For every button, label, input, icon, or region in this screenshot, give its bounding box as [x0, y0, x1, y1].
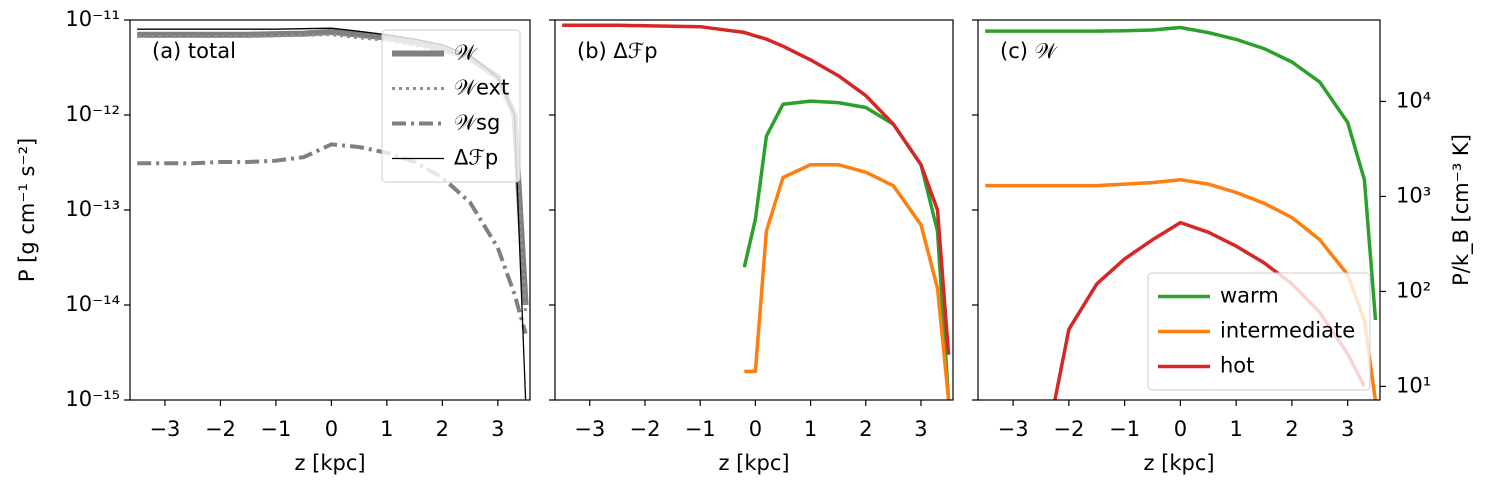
plot-frame — [129, 19, 531, 401]
x-tick-label: 0 — [325, 417, 338, 441]
y-axis-label: P [g cm⁻¹ s⁻²] — [15, 138, 39, 282]
legend-label: hot — [1220, 354, 1254, 378]
x-tick-label: 1 — [380, 417, 393, 441]
legend-label: 𝒲 — [454, 41, 478, 65]
series-line — [742, 99, 951, 400]
y-tick-label: 10⁻¹⁴ — [65, 292, 120, 316]
x-tick-label: −2 — [629, 417, 660, 441]
panel: −3 −2 −1 0 1 2 3 z [kpc] 10¹ 10² 10³ 10⁴ P/k_B [cm⁻³… — [972, 19, 1474, 475]
y-tick-label: 10⁻¹³ — [65, 197, 120, 221]
x-tick-label: 1 — [804, 417, 817, 441]
x-tick-label: −3 — [998, 417, 1029, 441]
x-tick-label: −1 — [260, 417, 291, 441]
series-line — [562, 23, 951, 355]
x-tick-label: 0 — [749, 417, 762, 441]
y-tick-label: 10⁻¹² — [65, 102, 120, 126]
x-tick-label: 3 — [1341, 417, 1354, 441]
series-line — [744, 162, 951, 400]
series-line — [985, 177, 1378, 400]
x-tick-label: 2 — [1285, 417, 1298, 441]
panel-annotation: (b) Δℱp — [577, 39, 658, 63]
x-tick-label: 2 — [436, 417, 449, 441]
y2-tick-label: 10³ — [1396, 183, 1431, 207]
legend-box — [381, 29, 521, 183]
y2-tick-label: 10² — [1396, 278, 1431, 302]
x-tick-label: −3 — [574, 417, 605, 441]
x-axis-label: z [kpc] — [294, 451, 365, 475]
x-tick-label: 3 — [491, 417, 504, 441]
series-line — [137, 142, 528, 335]
x-tick-label: 1 — [1229, 417, 1242, 441]
legend-label: intermediate — [1220, 319, 1355, 343]
y2-axis-label: P/k_B [cm⁻³ K] — [1449, 134, 1474, 286]
legend-label: Δℱp — [454, 146, 498, 170]
panel-annotation: (c) 𝒲 — [1000, 39, 1059, 63]
panel: −3 −2 −1 0 1 2 3 z [kpc] (b) Δℱp — [549, 19, 954, 475]
legend-label: 𝒲ext — [454, 76, 509, 100]
x-tick-label: 0 — [1174, 417, 1187, 441]
series-line — [985, 25, 1378, 321]
plot-frame — [977, 19, 1381, 401]
x-tick-label: −3 — [149, 417, 180, 441]
x-axis-label: z [kpc] — [1143, 451, 1214, 475]
y-tick-label: 10⁻¹⁵ — [65, 387, 120, 411]
plot-frame — [554, 19, 954, 401]
y-tick-label: 10⁻¹¹ — [65, 7, 120, 31]
x-tick-label: 3 — [914, 417, 927, 441]
legend-label: 𝒲sg — [454, 111, 500, 135]
x-axis-label: z [kpc] — [718, 451, 789, 475]
x-tick-label: −1 — [1109, 417, 1140, 441]
x-tick-label: −2 — [1053, 417, 1084, 441]
legend-label: warm — [1220, 284, 1279, 308]
y2-tick-label: 10⁴ — [1396, 88, 1431, 112]
x-tick-label: −2 — [205, 417, 236, 441]
y2-tick-label: 10¹ — [1396, 373, 1431, 397]
panel: −3 −2 −1 0 1 2 3 z [kpc] 10⁻¹⁵ 10⁻¹⁴ 10⁻¹³ 10⁻¹² 10⁻… — [15, 7, 531, 475]
x-tick-label: −1 — [685, 417, 716, 441]
panel-annotation: (a) total — [152, 39, 236, 63]
x-tick-label: 2 — [859, 417, 872, 441]
legend-box — [1147, 272, 1371, 391]
